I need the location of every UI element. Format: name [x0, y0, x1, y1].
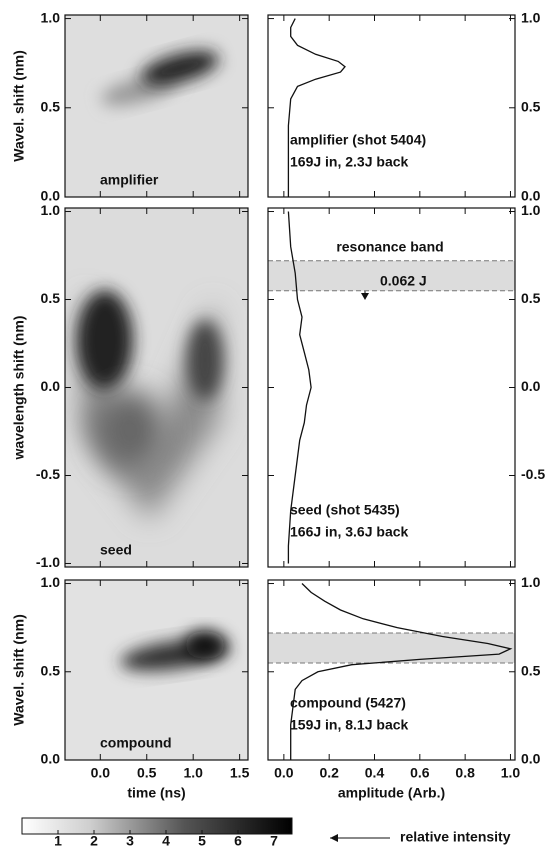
colorbar-tick-label: 2	[90, 833, 98, 849]
colorbar-tick-label: 7	[270, 833, 278, 849]
y-tick-label: 1.0	[521, 9, 541, 25]
band-energy: 0.062 J	[380, 273, 427, 289]
y-tick-label: 0.0	[521, 188, 541, 204]
spectrum-line	[287, 211, 312, 564]
colorbar-tick-label: 6	[234, 833, 242, 849]
arrow-head	[330, 834, 338, 842]
y-tick-label: 1.0	[521, 574, 541, 590]
annotation: amplifier (shot 5404)	[290, 132, 426, 148]
annotation: 159J in, 8.1J back	[290, 717, 409, 733]
y-tick-label: 0.5	[41, 662, 61, 678]
x-tick-label: 0.8	[455, 765, 475, 781]
panel-frame	[267, 579, 516, 761]
x-tick-label: 0.5	[137, 765, 157, 781]
y-tick-label: 0.0	[41, 378, 61, 394]
streak-image	[65, 580, 248, 760]
x-axis-label: time (ns)	[127, 785, 185, 801]
panel-frame	[64, 579, 249, 761]
annotation: compound (5427)	[290, 695, 406, 711]
y-tick-label: 0.5	[521, 290, 541, 306]
x-tick-label: 0.0	[91, 765, 111, 781]
x-tick-label: 0.4	[365, 765, 385, 781]
x-tick-label: 0.6	[410, 765, 430, 781]
annotation: 169J in, 2.3J back	[290, 154, 409, 170]
colorbar-label: relative intensity	[400, 829, 511, 845]
annotation: seed (shot 5435)	[290, 502, 400, 518]
panel-frame	[267, 14, 516, 198]
annotation: 166J in, 3.6J back	[290, 524, 409, 540]
y-tick-label: 1.0	[41, 574, 61, 590]
y-tick-label: 1.0	[521, 202, 541, 218]
y-tick-label: 0.5	[521, 98, 541, 114]
colorbar-tick-label: 3	[126, 833, 134, 849]
y-tick-label: -0.5	[521, 466, 545, 482]
y-axis-label: wavelength shift (nm)	[11, 316, 27, 461]
y-axis-label: Wavel. shift (nm)	[11, 50, 27, 162]
x-tick-label: 1.0	[183, 765, 203, 781]
spectrum-line	[287, 18, 346, 197]
band-label: resonance band	[336, 239, 443, 255]
y-tick-label: 0.0	[521, 378, 541, 394]
spectrum-line	[290, 583, 513, 760]
y-tick-label: 0.5	[41, 290, 61, 306]
x-tick-label: 1.5	[230, 765, 250, 781]
x-axis-label: amplitude (Arb.)	[338, 785, 445, 801]
streak-image	[65, 15, 248, 197]
y-tick-label: 0.5	[41, 98, 61, 114]
y-tick-label: -1.0	[36, 554, 60, 570]
y-tick-label: -0.5	[36, 466, 60, 482]
y-tick-label: 1.0	[41, 202, 61, 218]
y-tick-label: 1.0	[41, 9, 61, 25]
y-tick-label: 0.0	[521, 751, 541, 767]
colorbar-tick-label: 1	[54, 833, 62, 849]
x-tick-label: 1.0	[501, 765, 521, 781]
y-axis-label: Wavel. shift (nm)	[11, 614, 27, 726]
panel-label: seed	[100, 542, 132, 558]
streak-image	[65, 208, 248, 567]
colorbar	[21, 817, 293, 835]
panel-label: compound	[100, 735, 172, 751]
y-tick-label: 0.0	[41, 188, 61, 204]
x-tick-label: 0.0	[274, 765, 294, 781]
x-tick-label: 0.2	[319, 765, 339, 781]
panel-frame	[64, 14, 249, 198]
y-tick-label: 0.5	[521, 662, 541, 678]
panel-label: amplifier	[100, 172, 159, 188]
y-tick-label: 0.0	[41, 751, 61, 767]
colorbar-tick-label: 5	[198, 833, 206, 849]
resonance-band	[268, 632, 515, 663]
colorbar-tick-label: 4	[162, 833, 170, 849]
resonance-band	[268, 260, 515, 291]
